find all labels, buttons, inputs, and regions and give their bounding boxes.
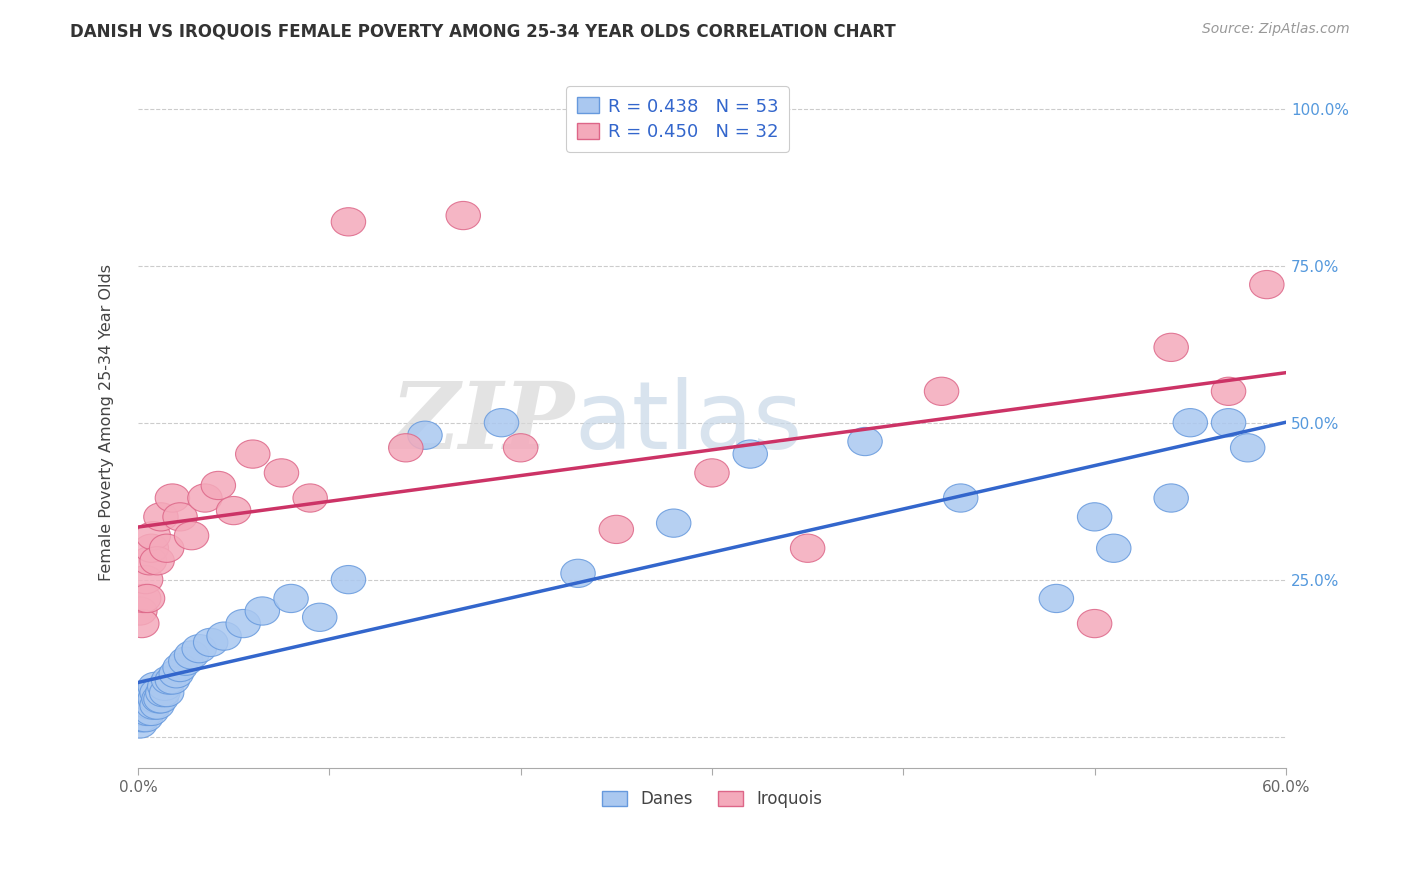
- Y-axis label: Female Poverty Among 25-34 Year Olds: Female Poverty Among 25-34 Year Olds: [100, 264, 114, 582]
- Ellipse shape: [169, 647, 202, 675]
- Ellipse shape: [332, 208, 366, 236]
- Ellipse shape: [1212, 377, 1246, 406]
- Ellipse shape: [128, 566, 163, 594]
- Ellipse shape: [201, 471, 236, 500]
- Ellipse shape: [127, 698, 160, 725]
- Ellipse shape: [127, 685, 160, 713]
- Ellipse shape: [695, 458, 730, 487]
- Ellipse shape: [131, 584, 165, 613]
- Ellipse shape: [134, 534, 169, 562]
- Ellipse shape: [943, 483, 979, 512]
- Ellipse shape: [274, 584, 308, 613]
- Ellipse shape: [388, 434, 423, 462]
- Ellipse shape: [139, 691, 174, 719]
- Ellipse shape: [127, 584, 160, 613]
- Ellipse shape: [136, 679, 170, 706]
- Ellipse shape: [136, 691, 170, 719]
- Ellipse shape: [194, 628, 228, 657]
- Ellipse shape: [138, 673, 173, 700]
- Ellipse shape: [924, 377, 959, 406]
- Ellipse shape: [1077, 609, 1112, 638]
- Ellipse shape: [1077, 503, 1112, 531]
- Ellipse shape: [131, 698, 165, 725]
- Ellipse shape: [131, 685, 165, 713]
- Legend: Danes, Iroquois: Danes, Iroquois: [595, 783, 828, 815]
- Ellipse shape: [146, 679, 180, 706]
- Ellipse shape: [128, 704, 163, 731]
- Ellipse shape: [125, 691, 159, 719]
- Ellipse shape: [408, 421, 443, 450]
- Ellipse shape: [125, 704, 159, 731]
- Ellipse shape: [139, 679, 174, 706]
- Ellipse shape: [503, 434, 538, 462]
- Ellipse shape: [1154, 334, 1188, 361]
- Ellipse shape: [134, 685, 169, 713]
- Ellipse shape: [174, 640, 208, 669]
- Ellipse shape: [136, 522, 170, 549]
- Ellipse shape: [245, 597, 280, 625]
- Ellipse shape: [188, 483, 222, 512]
- Ellipse shape: [332, 566, 366, 594]
- Text: atlas: atlas: [574, 376, 803, 468]
- Ellipse shape: [790, 534, 825, 562]
- Ellipse shape: [159, 660, 194, 688]
- Ellipse shape: [132, 679, 167, 706]
- Ellipse shape: [163, 653, 197, 681]
- Ellipse shape: [181, 634, 217, 663]
- Ellipse shape: [226, 609, 260, 638]
- Ellipse shape: [217, 497, 250, 524]
- Ellipse shape: [132, 691, 167, 719]
- Ellipse shape: [657, 509, 690, 537]
- Ellipse shape: [1097, 534, 1130, 562]
- Ellipse shape: [142, 685, 176, 713]
- Ellipse shape: [1212, 409, 1246, 437]
- Ellipse shape: [125, 609, 159, 638]
- Ellipse shape: [128, 691, 163, 719]
- Ellipse shape: [155, 483, 190, 512]
- Ellipse shape: [122, 710, 157, 738]
- Text: DANISH VS IROQUOIS FEMALE POVERTY AMONG 25-34 YEAR OLDS CORRELATION CHART: DANISH VS IROQUOIS FEMALE POVERTY AMONG …: [70, 22, 896, 40]
- Ellipse shape: [148, 673, 181, 700]
- Ellipse shape: [122, 597, 157, 625]
- Ellipse shape: [484, 409, 519, 437]
- Ellipse shape: [149, 679, 184, 706]
- Ellipse shape: [155, 666, 190, 694]
- Ellipse shape: [1250, 270, 1284, 299]
- Ellipse shape: [848, 427, 882, 456]
- Ellipse shape: [446, 202, 481, 229]
- Ellipse shape: [134, 698, 169, 725]
- Ellipse shape: [149, 534, 184, 562]
- Ellipse shape: [143, 685, 179, 713]
- Ellipse shape: [139, 547, 174, 575]
- Ellipse shape: [163, 503, 197, 531]
- Ellipse shape: [152, 666, 186, 694]
- Ellipse shape: [264, 458, 298, 487]
- Ellipse shape: [236, 440, 270, 468]
- Ellipse shape: [1230, 434, 1265, 462]
- Text: Source: ZipAtlas.com: Source: ZipAtlas.com: [1202, 22, 1350, 37]
- Ellipse shape: [174, 522, 208, 549]
- Ellipse shape: [143, 503, 179, 531]
- Ellipse shape: [207, 622, 242, 650]
- Ellipse shape: [292, 483, 328, 512]
- Ellipse shape: [302, 603, 337, 632]
- Ellipse shape: [122, 698, 157, 725]
- Ellipse shape: [1154, 483, 1188, 512]
- Ellipse shape: [1173, 409, 1208, 437]
- Ellipse shape: [599, 516, 634, 543]
- Text: ZIP: ZIP: [389, 377, 574, 467]
- Ellipse shape: [733, 440, 768, 468]
- Ellipse shape: [1039, 584, 1074, 613]
- Ellipse shape: [138, 685, 173, 713]
- Ellipse shape: [561, 559, 595, 588]
- Ellipse shape: [132, 547, 167, 575]
